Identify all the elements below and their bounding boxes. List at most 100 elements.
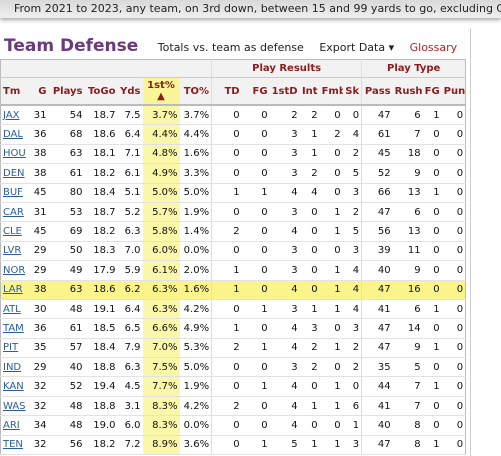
stat-cell: 0 xyxy=(211,357,242,378)
team-link[interactable]: PIT xyxy=(3,342,19,354)
stat-cell: 0 xyxy=(441,435,466,456)
column-header[interactable]: Int xyxy=(299,77,320,106)
stat-cell: 40 xyxy=(361,415,393,436)
team-link[interactable]: BUF xyxy=(3,187,23,199)
column-header[interactable]: G xyxy=(28,77,49,106)
stat-cell: 0 xyxy=(241,202,270,223)
team-link[interactable]: NOR xyxy=(3,264,26,276)
stat-cell: 47 xyxy=(361,435,393,456)
stat-cell: 47 xyxy=(361,202,393,223)
stat-cell: 1 xyxy=(299,124,320,145)
column-header-row: TmGPlaysToGoYds1st%▲TO%TDFG1stDIntFmbSkP… xyxy=(0,77,466,106)
stat-cell: 0 xyxy=(241,396,270,417)
stat-cell: 1 xyxy=(319,338,343,359)
stat-cell: 66 xyxy=(361,183,393,203)
table-row: KAN 32 52 19.4 4.5 7.7% 1.9% 0 1 4 0 1 0 44 7 1 0 xyxy=(0,376,466,397)
stat-cell: 4 xyxy=(269,338,300,359)
stat-cell: 0 xyxy=(211,376,242,397)
stat-cell: 0 xyxy=(319,318,343,339)
team-link[interactable]: JAX xyxy=(3,109,20,121)
stat-cell: 1 xyxy=(422,105,442,126)
stat-cell: 1 xyxy=(241,338,270,359)
column-header[interactable]: Rush xyxy=(392,77,423,106)
stat-cell: 34 xyxy=(28,415,49,436)
team-link[interactable]: ATL xyxy=(3,303,21,315)
team-link[interactable]: TEN xyxy=(3,439,23,451)
column-header[interactable]: Punt xyxy=(441,77,466,106)
stat-cell: 1 xyxy=(241,299,270,320)
team-link[interactable]: CLE xyxy=(3,226,22,238)
column-header[interactable]: TO% xyxy=(179,77,212,106)
stat-cell: 4.9% xyxy=(179,318,212,339)
stat-cell: 6.6% xyxy=(142,318,180,339)
stat-cell: 63 xyxy=(48,144,85,165)
column-label: Tm xyxy=(3,85,21,97)
glossary-link[interactable]: Glossary xyxy=(409,41,458,54)
stat-cell: 4 xyxy=(299,183,320,203)
column-header[interactable]: Pass xyxy=(361,77,393,106)
stat-cell: 18.1 xyxy=(84,144,118,165)
stat-cell: 19.1 xyxy=(84,299,118,320)
team-cell: ARI xyxy=(0,415,29,436)
stat-cell: 1.6% xyxy=(179,280,212,300)
team-link[interactable]: LAR xyxy=(3,284,23,296)
stat-cell: 80 xyxy=(48,183,85,203)
stat-cell: 7 xyxy=(392,376,423,397)
table-row: BUF 45 80 18.4 5.1 5.0% 5.0% 1 1 4 4 0 3 66 13 1 0 xyxy=(0,183,466,203)
stat-cell: 6.0 xyxy=(117,415,143,436)
stat-cell: 29 xyxy=(28,357,49,378)
stat-cell: 18.2 xyxy=(84,163,118,184)
divider xyxy=(470,28,471,456)
stat-cell: 5 xyxy=(342,163,362,184)
stat-cell: 47 xyxy=(361,318,393,339)
team-link[interactable]: KAN xyxy=(3,381,24,393)
column-header[interactable]: Fmb xyxy=(319,77,343,106)
team-link[interactable]: DEN xyxy=(3,167,25,179)
column-header[interactable]: TD xyxy=(211,77,242,106)
stat-cell: 17.9 xyxy=(84,260,118,281)
group-header: Play Results xyxy=(211,59,362,78)
stat-cell: 0 xyxy=(299,260,320,281)
stat-cell: 0 xyxy=(441,318,466,339)
column-header[interactable]: Tm xyxy=(0,77,29,106)
stat-cell: 41 xyxy=(361,299,393,320)
team-link[interactable]: WAS xyxy=(3,400,26,412)
column-header[interactable]: FG xyxy=(422,77,442,106)
column-header[interactable]: Plays xyxy=(48,77,85,106)
column-header[interactable]: ToGo xyxy=(84,77,118,106)
column-header[interactable]: 1stD xyxy=(269,77,300,106)
filter-banner: From 2021 to 2023, any team, on 3rd down… xyxy=(0,0,501,18)
stat-cell: 0 xyxy=(211,415,242,436)
team-link[interactable]: TAM xyxy=(3,322,24,334)
stat-cell: 48 xyxy=(48,299,85,320)
column-header[interactable]: FG xyxy=(241,77,270,106)
stat-cell: 0 xyxy=(441,163,466,184)
column-header[interactable]: 1st% ▲ xyxy=(142,77,180,106)
stat-cell: 1 xyxy=(422,183,442,203)
stat-cell: 38 xyxy=(28,280,49,300)
export-menu[interactable]: Export Data ▾ xyxy=(319,41,395,54)
stat-cell: 1.6% xyxy=(179,144,212,165)
team-link[interactable]: ARI xyxy=(3,419,20,431)
stat-cell: 4 xyxy=(269,183,300,203)
stat-cell: 3 xyxy=(269,241,300,262)
stat-cell: 48 xyxy=(48,415,85,436)
stat-cell: 1 xyxy=(241,183,270,203)
stat-cell: 0 xyxy=(422,241,442,262)
stat-cell: 0 xyxy=(241,241,270,262)
stat-cell: 0 xyxy=(422,163,442,184)
column-header[interactable]: Sk xyxy=(342,77,362,106)
team-link[interactable]: DAL xyxy=(3,129,23,141)
stat-cell: 0 xyxy=(441,202,466,223)
team-link[interactable]: HOU xyxy=(3,148,26,160)
stat-cell: 8.9% xyxy=(142,435,180,456)
stat-cell: 0 xyxy=(422,415,442,436)
team-link[interactable]: IND xyxy=(3,361,22,373)
team-link[interactable]: LVR xyxy=(3,245,22,257)
stat-cell: 6.4 xyxy=(117,124,143,145)
stat-cell: 3.3% xyxy=(179,163,212,184)
team-link[interactable]: CAR xyxy=(3,206,24,218)
column-header[interactable]: Yds xyxy=(117,77,143,106)
title-bar: Team Defense Totals vs. team as defense … xyxy=(4,36,469,56)
